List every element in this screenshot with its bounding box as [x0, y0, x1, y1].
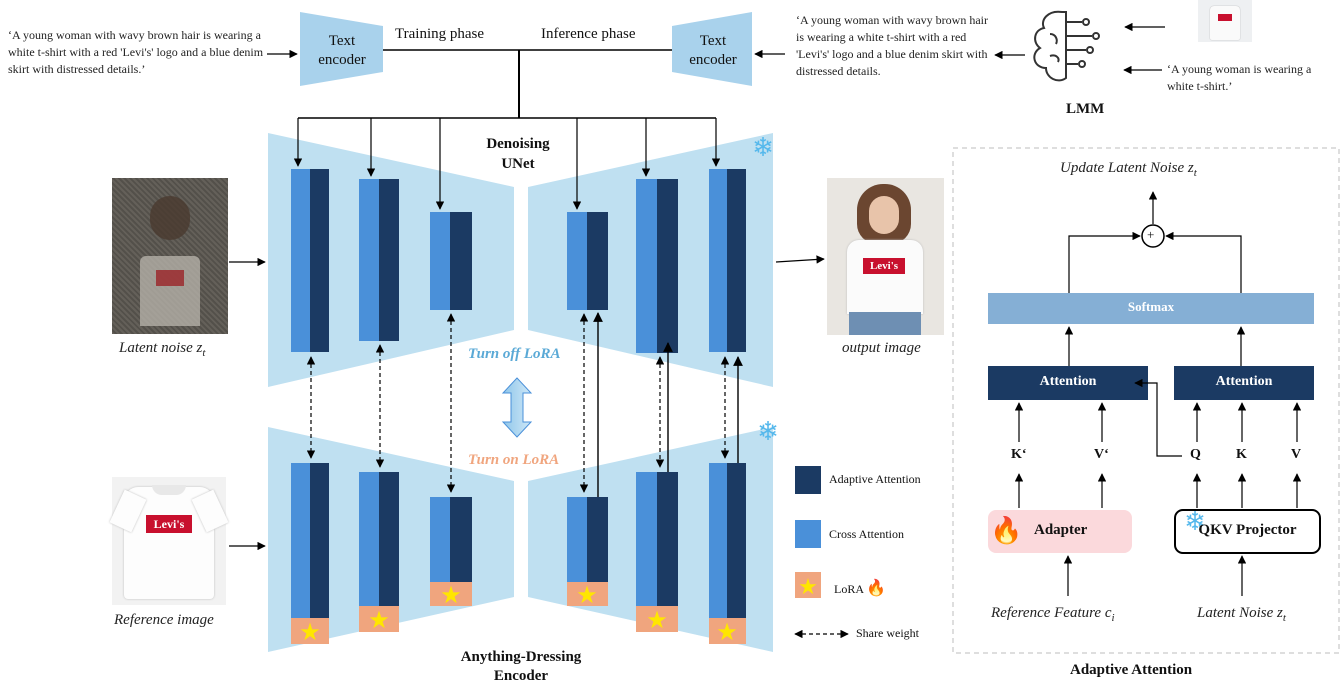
- reference-image: Levi's: [109, 477, 229, 605]
- lora-toggle-arrow: [501, 377, 533, 438]
- encoder-title-line2: Encoder: [493, 668, 549, 684]
- inference-prompt: ‘A young woman with wavy brown hair is w…: [796, 13, 988, 78]
- k-prime-label: K‘: [1011, 447, 1027, 462]
- legend-lora-text: LoRA: [834, 582, 864, 596]
- svg-text:★: ★: [646, 608, 668, 634]
- output-logo-text: Levi's: [863, 258, 905, 274]
- encoder-blocks: [291, 463, 746, 618]
- text-encoder-right-shape: [672, 12, 752, 86]
- turn-off-lora-label: Turn off LoRA: [468, 346, 561, 362]
- svg-text:★: ★: [440, 583, 462, 609]
- reference-feature-label: Reference Feature ci: [991, 605, 1115, 624]
- reference-logo-text: Levi's: [146, 515, 192, 533]
- training-prompt: ‘A young woman with wavy brown hair is w…: [8, 28, 264, 76]
- encoder-title-line1: Anything-Dressing: [460, 649, 582, 665]
- latent-noise-label-text: Latent noise z: [119, 340, 203, 356]
- output-image: Levi's: [827, 178, 944, 335]
- adapter-label: Adapter: [1034, 522, 1088, 538]
- lora-squares: ★ ★ ★ ★ ★ ★: [291, 582, 746, 646]
- adaptive-panel-title: Adaptive Attention: [1070, 662, 1193, 678]
- softmax-label: Softmax: [1127, 299, 1175, 314]
- reference-feature-text: Reference Feature c: [991, 605, 1112, 621]
- svg-text:❄: ❄: [752, 133, 774, 162]
- svg-text:★: ★: [368, 608, 390, 634]
- legend-cross: Cross Attention: [829, 527, 905, 541]
- inference-phase-label: Inference phase: [541, 26, 636, 42]
- v-label: V: [1291, 447, 1302, 462]
- unet-title-line1: Denoising: [486, 136, 550, 152]
- training-phase-label: Training phase: [395, 26, 485, 42]
- latent-noise-label-sub: t: [202, 347, 206, 359]
- qkv-projector-label: QKV Projector: [1198, 522, 1297, 538]
- turn-on-lora-label: Turn on LoRA: [468, 452, 560, 468]
- legend-share: Share weight: [856, 626, 919, 640]
- lmm-label: LMM: [1066, 101, 1105, 117]
- plus-circle: [1141, 224, 1165, 248]
- adaptive-panel-frame: [952, 147, 1340, 654]
- reference-image-label: Reference image: [114, 612, 214, 628]
- text-encoder-left-shape: [300, 12, 383, 86]
- latent-noise-feature-label: Latent Noise zt: [1197, 605, 1286, 624]
- v-prime-label: V‘: [1094, 447, 1109, 462]
- reference-feature-sub: i: [1111, 612, 1115, 624]
- svg-text:❄: ❄: [1184, 507, 1206, 536]
- latent-noise-image: [112, 178, 228, 334]
- attention-left-label: Attention: [1039, 374, 1097, 389]
- legend-lora: LoRA 🔥: [834, 578, 886, 598]
- update-latent-label: Update Latent Noise zt: [1060, 160, 1197, 179]
- latent-noise-label: Latent noise zt: [119, 340, 205, 359]
- fire-icon: 🔥: [866, 580, 887, 597]
- softmax-bar: [988, 293, 1314, 324]
- adapter-fire-icon: 🔥: [990, 516, 1023, 545]
- latent-noise-feature-sub: t: [1282, 612, 1286, 624]
- update-latent-sub: t: [1193, 167, 1197, 179]
- update-latent-text: Update Latent Noise z: [1060, 160, 1194, 176]
- latent-noise-feature-text: Latent Noise z: [1197, 605, 1283, 621]
- svg-text:★: ★: [716, 620, 738, 646]
- svg-text:★: ★: [299, 620, 321, 646]
- output-image-label: output image: [842, 340, 921, 356]
- legend-adaptive: Adaptive Attention: [829, 472, 921, 486]
- unet-blocks: [291, 169, 746, 353]
- unet-title-line2: UNet: [501, 156, 535, 172]
- lmm-input-prompt: ‘A young woman is wearing a white t-shir…: [1167, 62, 1312, 93]
- encoder-title: Anything-Dressing Encoder: [436, 648, 606, 686]
- brain-icon: [1033, 10, 1100, 82]
- unet-title: Denoising UNet: [478, 134, 558, 174]
- text-encoder-left-label: Text encoder: [318, 33, 366, 68]
- plus-sign: +: [1147, 227, 1155, 242]
- attention-right-label: Attention: [1215, 374, 1273, 389]
- svg-text:★: ★: [576, 583, 598, 609]
- svg-text:❄: ❄: [757, 417, 779, 446]
- q-label: Q: [1190, 447, 1201, 462]
- svg-text:★: ★: [798, 574, 818, 599]
- lmm-input-image: [1198, 0, 1252, 42]
- k-label: K: [1236, 447, 1247, 462]
- text-encoder-right-label: Text encoder: [689, 33, 737, 68]
